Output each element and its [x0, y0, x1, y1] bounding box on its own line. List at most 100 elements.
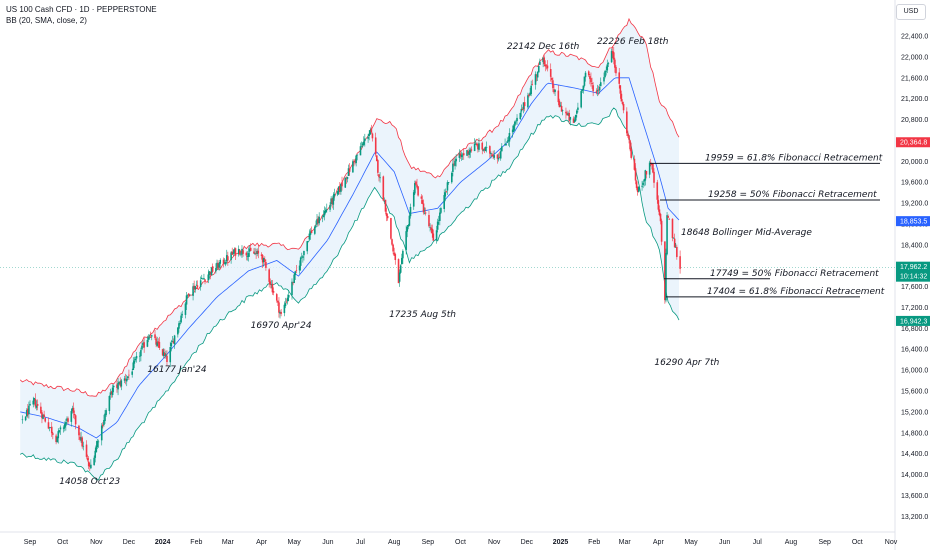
- price-tick-label: 15,200.0: [901, 409, 928, 416]
- price-tick-label: 16,400.0: [901, 347, 928, 354]
- candle-body: [516, 117, 518, 122]
- time-tick-label: Mar: [222, 539, 235, 546]
- candle-body: [352, 161, 354, 173]
- candle-body: [628, 135, 630, 140]
- candle-body: [544, 64, 547, 67]
- candle-body: [148, 337, 151, 338]
- candle-body: [377, 160, 379, 173]
- candle-body: [277, 300, 279, 303]
- candle-body: [34, 399, 37, 407]
- candle-body: [109, 392, 112, 395]
- candle-body: [627, 133, 629, 137]
- candle-body: [519, 112, 522, 120]
- candle-body: [397, 259, 400, 284]
- candle-body: [330, 198, 332, 205]
- candle-body: [501, 146, 503, 152]
- candle-body: [537, 65, 540, 73]
- price-tick-label: 19,600.0: [901, 180, 928, 187]
- candle-body: [309, 231, 312, 235]
- candle-body: [262, 258, 265, 262]
- fib-level-label: 19959 = 61.8% Fibonacci Retracement: [705, 153, 883, 163]
- candle-body: [641, 185, 643, 187]
- candle-body: [119, 382, 122, 386]
- candle-body: [102, 424, 104, 426]
- candle-body: [530, 85, 532, 95]
- candle-body: [157, 341, 160, 344]
- candle-body: [82, 445, 85, 447]
- time-tick-label: Sep: [24, 539, 37, 546]
- candle-body: [542, 57, 544, 63]
- candle-body: [131, 371, 133, 375]
- candle-body: [520, 108, 523, 112]
- candle-body: [42, 414, 44, 419]
- candle-body: [565, 111, 567, 114]
- price-axis[interactable]: 13,200.0 13,600.0 14,000.0 14,400.0 14,800.0…: [896, 34, 930, 521]
- candle-body: [204, 279, 206, 281]
- candle-body: [333, 193, 336, 197]
- candle-body: [158, 341, 161, 348]
- candle-body: [318, 216, 320, 224]
- candle-body: [580, 91, 582, 108]
- candle-body: [458, 153, 461, 158]
- candle-body: [569, 117, 572, 120]
- candle-body: [272, 290, 275, 293]
- candle-body: [32, 400, 35, 405]
- candle-body: [447, 182, 450, 184]
- candle-body: [331, 198, 334, 204]
- candles: [21, 46, 681, 472]
- candle-body: [612, 52, 615, 60]
- candle-body: [207, 274, 210, 281]
- candle-body: [583, 76, 586, 86]
- candle-body: [576, 110, 578, 114]
- candle-body: [164, 353, 166, 356]
- time-tick-label: Aug: [785, 539, 798, 546]
- candle-body: [521, 108, 524, 111]
- price-tag-label: 18,853.5: [900, 219, 927, 226]
- candle-body: [348, 168, 351, 172]
- candle-body: [391, 239, 393, 245]
- candle-body: [36, 404, 39, 406]
- candle-body: [110, 391, 113, 394]
- candle-body: [598, 86, 601, 91]
- candle-body: [284, 303, 287, 307]
- candle-body: [359, 146, 362, 156]
- candle-body: [435, 230, 438, 241]
- candle-body: [354, 161, 356, 163]
- candle-body: [41, 412, 43, 419]
- candle-body: [52, 433, 54, 435]
- candle-body: [384, 199, 387, 212]
- candle-body: [62, 427, 65, 429]
- candle-body: [124, 379, 127, 381]
- candle-body: [476, 143, 478, 146]
- indicator-label[interactable]: BB (20, SMA, close, 2): [6, 16, 87, 25]
- candle-body: [336, 191, 339, 195]
- candle-body: [268, 269, 270, 282]
- candle-body: [142, 342, 144, 346]
- fib-level-label: 17749 = 50% Fibonacci Retracement: [710, 269, 879, 279]
- candle-body: [339, 187, 341, 192]
- candle-body: [626, 111, 628, 134]
- candle-body: [534, 74, 537, 85]
- currency-button[interactable]: USD: [896, 4, 926, 20]
- candle-body: [146, 340, 149, 347]
- candle-body: [459, 153, 462, 157]
- candle-body: [657, 199, 660, 210]
- candle-body: [558, 100, 561, 108]
- candle-body: [185, 295, 188, 305]
- candle-body: [141, 345, 143, 350]
- price-tick-label: 21,200.0: [901, 96, 928, 103]
- candle-body: [43, 414, 45, 418]
- candle-body: [219, 259, 222, 264]
- candle-body: [286, 297, 289, 302]
- candle-body: [79, 436, 81, 440]
- fibonacci-levels[interactable]: 19959 = 61.8% Fibonacci Retracement 19258…: [650, 153, 885, 298]
- time-axis[interactable]: Sep Oct Nov Dec 2024 Feb Mar Apr May Jun Jul Aug Sep…: [24, 539, 898, 546]
- price-tag-countdown: 10:14:32: [900, 274, 927, 281]
- candle-body: [125, 378, 128, 382]
- time-tick-label: Jun: [322, 539, 333, 546]
- candle-body: [308, 233, 311, 240]
- candle-body: [445, 191, 448, 192]
- candle-body: [180, 315, 182, 323]
- time-tick-label: Jul: [753, 539, 762, 546]
